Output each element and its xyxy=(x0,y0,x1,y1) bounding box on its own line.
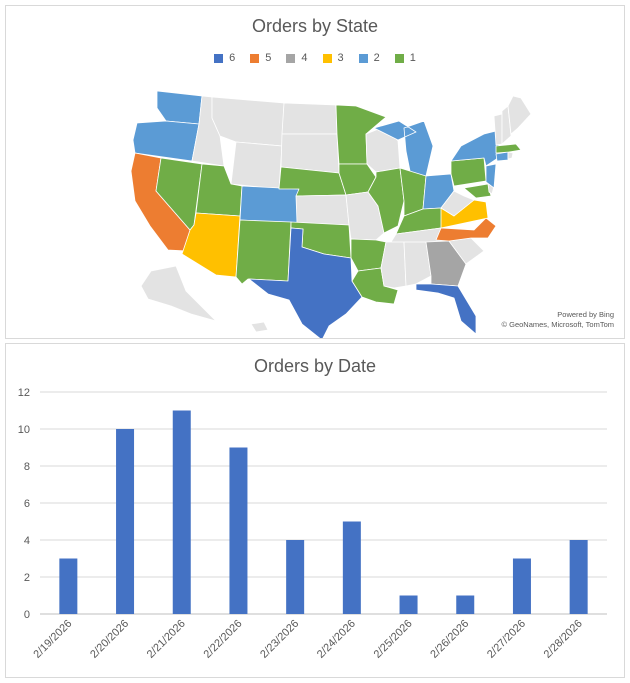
legend-swatch-6 xyxy=(214,53,224,63)
x-tick-label: 2/24/2026 xyxy=(315,618,358,661)
orders-by-state-map-chart[interactable]: Orders by State 6 5 4 3 2 1 Powered by B… xyxy=(5,5,625,339)
state-al[interactable] xyxy=(403,241,432,287)
legend-swatch-1 xyxy=(394,53,404,63)
x-tick-label: 2/28/2026 xyxy=(542,618,585,661)
legend-label-6: 6 xyxy=(229,52,236,64)
state-pa[interactable] xyxy=(450,157,487,187)
legend-item-6: 6 xyxy=(214,52,235,64)
attribution-sources: © GeoNames, Microsoft, TomTom xyxy=(501,320,615,329)
x-tick-label: 2/27/2026 xyxy=(485,618,528,661)
orders-by-date-bar-chart[interactable]: Orders by Date 0 2 4 6 8 10 12 2/19/2026 2/20/20… xyxy=(5,343,625,678)
state-wv[interactable] xyxy=(440,190,475,217)
state-me[interactable] xyxy=(507,95,532,135)
state-ar[interactable] xyxy=(350,238,387,272)
y-tick-label: 2 xyxy=(24,572,30,584)
legend-item-1: 1 xyxy=(394,52,416,64)
legend-item-3: 3 xyxy=(322,52,344,64)
state-ak[interactable] xyxy=(140,265,217,322)
state-nj[interactable] xyxy=(485,163,497,189)
state-nm[interactable] xyxy=(235,219,292,285)
state-wa[interactable] xyxy=(156,90,203,125)
x-tick-label: 2/25/2026 xyxy=(372,618,415,661)
bar-2/22/2026[interactable] xyxy=(229,447,248,615)
state-in[interactable] xyxy=(399,167,427,217)
y-tick-label: 8 xyxy=(24,461,30,473)
legend-item-4: 4 xyxy=(286,52,308,64)
us-states-map xyxy=(130,90,532,338)
bar-2/21/2026[interactable] xyxy=(172,410,191,615)
x-tick-label: 2/19/2026 xyxy=(31,618,74,661)
bar-2/28/2026[interactable] xyxy=(569,540,588,614)
bar-2/20/2026[interactable] xyxy=(116,429,135,614)
legend-swatch-2 xyxy=(358,53,368,63)
bar-2/27/2026[interactable] xyxy=(512,558,531,615)
legend-label-1: 1 xyxy=(409,52,416,64)
state-ms[interactable] xyxy=(380,241,407,289)
bar-2/23/2026[interactable] xyxy=(286,540,305,614)
legend-label-3: 3 xyxy=(337,52,344,64)
y-tick-label: 6 xyxy=(24,498,30,510)
map-chart-title: Orders by State xyxy=(251,16,379,36)
legend-swatch-4 xyxy=(286,53,296,63)
bar-2/24/2026[interactable] xyxy=(342,521,361,615)
state-wy[interactable] xyxy=(230,141,283,190)
state-mt[interactable] xyxy=(211,96,285,147)
y-tick-label: 12 xyxy=(18,387,30,399)
y-tick-label: 4 xyxy=(24,535,30,547)
state-fl[interactable] xyxy=(415,283,477,335)
state-nd[interactable] xyxy=(281,102,338,135)
state-ri[interactable] xyxy=(507,151,514,160)
bar-2/19/2026[interactable] xyxy=(59,558,78,615)
state-ma[interactable] xyxy=(495,143,522,154)
bar-2/26/2026[interactable] xyxy=(456,595,475,615)
y-tick-label: 10 xyxy=(18,424,30,436)
state-nc[interactable] xyxy=(435,217,497,242)
state-co[interactable] xyxy=(239,185,300,224)
state-hi[interactable] xyxy=(250,321,269,333)
x-tick-label: 2/21/2026 xyxy=(145,618,188,661)
legend-item-2: 2 xyxy=(358,52,380,64)
state-ct[interactable] xyxy=(495,151,509,162)
bar-2/25/2026[interactable] xyxy=(399,595,418,615)
x-tick-label: 2/23/2026 xyxy=(258,618,301,661)
legend-item-5: 5 xyxy=(250,52,271,64)
state-md[interactable] xyxy=(463,183,492,199)
x-tick-label: 2/22/2026 xyxy=(201,618,244,661)
state-ks[interactable] xyxy=(295,194,350,226)
state-sd[interactable] xyxy=(280,133,340,174)
legend-swatch-3 xyxy=(322,53,332,63)
x-tick-label: 2/26/2026 xyxy=(428,618,471,661)
x-tick-label: 2/20/2026 xyxy=(88,618,131,661)
us-states-group xyxy=(130,90,532,338)
attribution-powered-by: Powered by Bing xyxy=(557,310,614,319)
legend-swatch-5 xyxy=(250,53,260,63)
legend-label-4: 4 xyxy=(301,52,308,64)
map-legend: 6 5 4 3 2 1 xyxy=(6,52,624,64)
map-attribution: Powered by Bing © GeoNames, Microsoft, T… xyxy=(502,310,615,330)
y-tick-label: 0 xyxy=(24,609,30,621)
bar-chart-title: Orders by Date xyxy=(253,356,377,376)
bar-chart-plot: 0 2 4 6 8 10 12 2/19/2026 2/20/2026 2/21/2026 2/22… xyxy=(18,387,607,661)
legend-label-2: 2 xyxy=(373,52,380,64)
legend-label-5: 5 xyxy=(265,52,272,64)
